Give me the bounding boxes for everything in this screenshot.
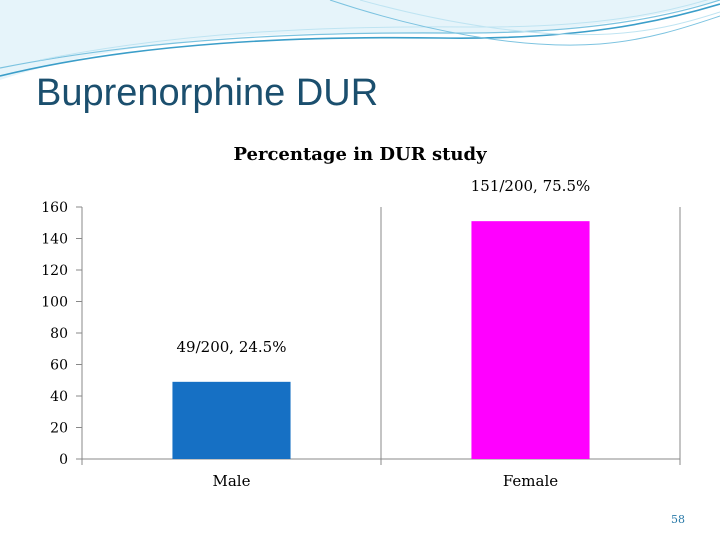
page-number: 58 <box>671 513 685 526</box>
x-category-label: Male <box>213 472 251 490</box>
y-tick-label: 160 <box>41 200 68 216</box>
y-tick-label: 20 <box>50 421 68 437</box>
plot-area: 0 20 40 60 80 100 120 140 160 Male 49/200, 24.5% Fe… <box>41 177 681 490</box>
slide-title: Buprenorphine DUR <box>36 72 379 114</box>
bar-male <box>172 381 291 459</box>
y-tick-label: 100 <box>41 295 68 311</box>
y-tick-label: 60 <box>50 358 68 374</box>
y-tick-label: 140 <box>41 232 68 248</box>
header-wave-decoration <box>0 0 720 80</box>
y-tick-label: 40 <box>50 389 68 405</box>
wave-line-1 <box>0 3 720 77</box>
wave-fill <box>0 0 720 80</box>
y-tick-label: 80 <box>50 326 68 342</box>
y-tick-label: 0 <box>59 452 68 468</box>
x-category-label: Female <box>503 472 558 490</box>
wave-line-5 <box>359 0 720 36</box>
bar-female <box>471 221 590 459</box>
wave-line-3 <box>39 0 709 61</box>
wave-line-4 <box>329 0 720 46</box>
data-label: 49/200, 24.5% <box>177 338 287 356</box>
wave-line-2 <box>0 0 720 69</box>
chart-title: Percentage in DUR study <box>233 144 487 165</box>
y-tick-label: 120 <box>41 263 68 279</box>
data-label: 151/200, 75.5% <box>471 177 591 195</box>
